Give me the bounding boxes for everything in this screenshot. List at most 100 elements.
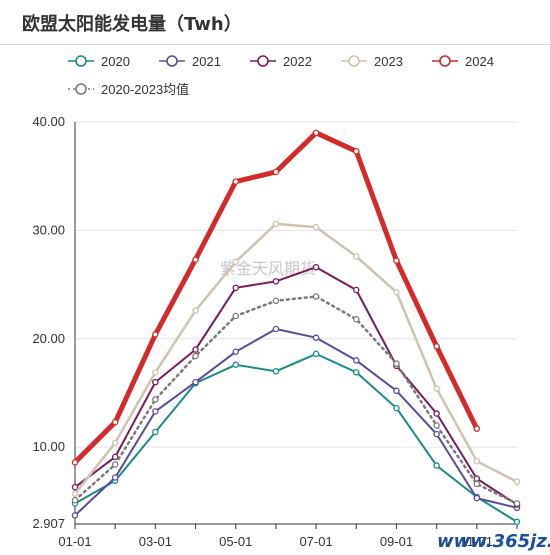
legend-label: 2022 — [283, 54, 312, 69]
x-tick-label: 05-01 — [219, 534, 252, 549]
data-point — [111, 418, 119, 426]
data-point — [353, 253, 360, 260]
chart-title: 欧盟太阳能发电量（Twh） — [22, 14, 242, 35]
site-watermark: www.365jz.com — [437, 531, 550, 552]
series-line — [74, 266, 518, 506]
legend-item[interactable]: 2021 — [159, 54, 221, 69]
legend-label: 2024 — [465, 54, 494, 69]
series-line — [73, 295, 519, 505]
data-point — [353, 148, 360, 155]
data-point — [433, 462, 440, 469]
data-point — [272, 220, 280, 228]
data-point — [152, 369, 159, 376]
watermark: 紫金天风期货 — [220, 259, 316, 278]
data-point — [232, 348, 239, 356]
data-point — [393, 288, 400, 296]
data-point — [111, 461, 119, 468]
legend-label: 2021 — [192, 54, 221, 69]
legend-label: 2020-2023均值 — [101, 82, 189, 97]
data-point — [513, 518, 521, 526]
data-point — [152, 378, 159, 386]
x-tick-label: 07-01 — [299, 534, 332, 549]
data-point — [152, 408, 159, 415]
data-point — [393, 257, 400, 264]
legend-swatch-marker — [257, 55, 269, 67]
series-2022 — [71, 263, 521, 508]
title-divider — [0, 44, 550, 45]
data-point — [312, 334, 320, 341]
y-tick-label: 40.00 — [32, 114, 65, 129]
data-point — [473, 480, 481, 488]
legend-label: 2023 — [374, 54, 403, 69]
data-point — [513, 500, 521, 507]
data-point — [232, 178, 239, 185]
data-point — [473, 457, 481, 465]
data-point — [152, 428, 159, 436]
data-point — [152, 331, 159, 338]
data-point — [272, 368, 280, 375]
data-point — [393, 404, 400, 412]
data-point — [353, 315, 360, 323]
data-point — [312, 293, 320, 300]
legend-item[interactable]: 2024 — [432, 54, 494, 69]
legend-item[interactable]: 2020 — [68, 54, 130, 69]
data-point — [272, 278, 280, 285]
data-point — [232, 312, 239, 320]
data-point — [71, 496, 79, 504]
data-point — [353, 369, 360, 376]
x-tick-label: 03-01 — [139, 534, 172, 549]
data-point — [312, 129, 320, 137]
data-point — [111, 474, 119, 481]
y-tick-label: 20.00 — [32, 331, 65, 346]
data-point — [272, 168, 280, 176]
legend-item[interactable]: 2022 — [250, 54, 312, 69]
data-point — [71, 459, 79, 466]
series-2024 — [71, 129, 481, 466]
series-line — [74, 328, 518, 517]
data-point — [312, 350, 320, 358]
data-point — [232, 258, 239, 266]
legend-label: 2020 — [101, 54, 130, 69]
x-tick-label: 01-01 — [58, 534, 91, 549]
data-point — [192, 307, 199, 314]
data-point — [192, 378, 199, 386]
data-point — [393, 360, 400, 367]
legend-swatch-marker — [75, 55, 87, 67]
x-tick-label: 11-01 — [461, 534, 493, 549]
data-point — [192, 352, 199, 360]
legend-swatch-marker — [75, 83, 87, 95]
data-point — [152, 396, 159, 403]
legend-swatch-marker — [166, 55, 178, 67]
series-2020-2023均值 — [71, 293, 521, 507]
data-point — [111, 439, 119, 447]
data-point — [513, 478, 521, 486]
data-point — [473, 425, 481, 432]
data-point — [433, 385, 440, 392]
grid — [75, 121, 517, 448]
legend-item[interactable]: 2023 — [341, 54, 403, 69]
legend-item[interactable]: 2020-2023均值 — [68, 82, 189, 97]
data-point — [312, 223, 320, 231]
series-line — [74, 352, 518, 523]
data-point — [71, 490, 79, 497]
data-point — [232, 361, 239, 369]
legend-swatch-marker — [439, 55, 451, 67]
data-point — [192, 256, 199, 263]
data-point — [272, 325, 280, 333]
data-point — [353, 286, 360, 294]
series-2021 — [71, 325, 521, 519]
legend: 2020 2021 2022 2023 2024 2020-2023均值 — [68, 54, 494, 97]
data-point — [312, 263, 320, 271]
data-point — [433, 410, 440, 417]
series-line — [73, 222, 519, 495]
data-point — [272, 297, 280, 305]
axes: 40.00 30.00 20.00 10.00 2.907 01-01 03-01 05-01… — [32, 114, 518, 549]
y-tick-label: 10.00 — [32, 439, 65, 454]
data-point — [232, 284, 239, 292]
data-point — [111, 453, 119, 461]
y-tick-label: 30.00 — [32, 222, 65, 237]
data-point — [433, 430, 440, 438]
series-2023 — [71, 220, 521, 497]
data-point — [473, 494, 481, 502]
